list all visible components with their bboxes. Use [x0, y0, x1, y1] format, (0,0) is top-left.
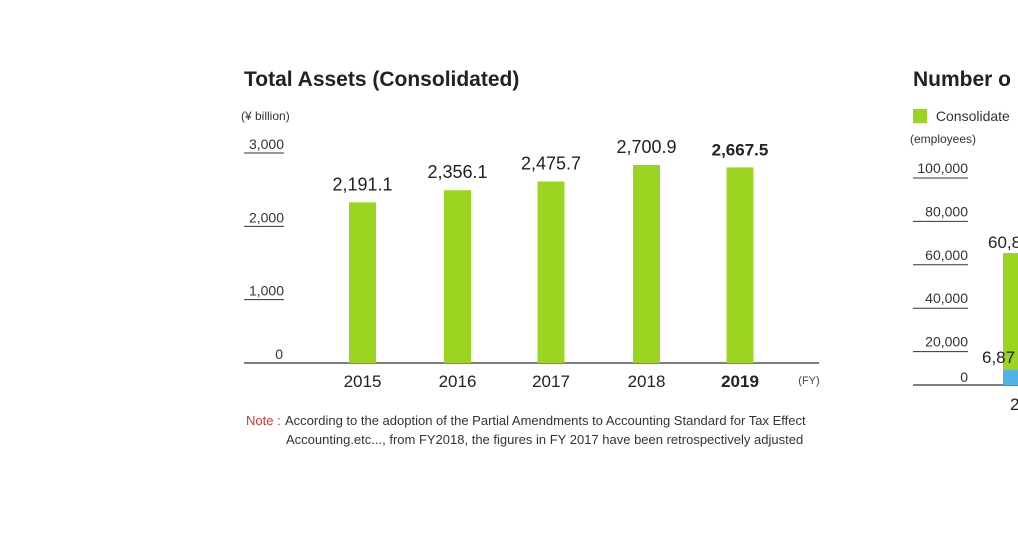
note: Note : According to the adoption of the … [246, 411, 816, 449]
x-tick-label-2019: 2019 [721, 372, 759, 391]
bar-2018 [633, 164, 660, 363]
data-label-2018: 2,700.9 [616, 137, 676, 157]
bar2-consolidated [1003, 253, 1018, 385]
x-tick-label-2016: 2016 [439, 372, 477, 391]
x-tick-label-2018: 2018 [628, 372, 666, 391]
y2-tick-label: 60,000 [925, 247, 968, 263]
y-tick-label: 2,000 [249, 209, 284, 225]
bar-2019 [726, 167, 754, 363]
x-tick-label-2017: 2017 [532, 372, 570, 391]
data-label2-secondary: 6,87 [982, 348, 1015, 367]
bar-2016 [444, 190, 471, 363]
legend-swatch [913, 109, 927, 123]
bar2-secondary [1003, 370, 1018, 385]
bar-2015 [349, 202, 376, 363]
y2-tick-label: 100,000 [917, 160, 968, 176]
y2-tick-label: 80,000 [925, 203, 968, 219]
y-tick-label: 0 [275, 346, 283, 362]
y-unit-label-2: (employees) [910, 132, 977, 146]
data-label2-consolidated: 60,8 [988, 233, 1018, 252]
legend: Consolidate [913, 108, 1010, 124]
note-label: Note : [246, 413, 281, 428]
data-label-2017: 2,475.7 [521, 153, 581, 173]
y-tick-label: 1,000 [249, 283, 284, 299]
legend-label: Consolidate [935, 108, 1010, 124]
chart-title: Total Assets (Consolidated) [244, 68, 520, 91]
data-label-2019: 2,667.5 [712, 140, 769, 159]
x-unit-label: (FY) [798, 375, 819, 387]
y2-tick-label: 40,000 [925, 290, 968, 306]
y2-tick-label: 20,000 [925, 334, 968, 350]
bar-2017 [537, 181, 565, 363]
chart-title-2: Number o [913, 68, 1012, 91]
x-tick-label-2015: 2015 [344, 372, 382, 391]
y-unit-label: (¥ billion) [241, 109, 290, 123]
note-text: According to the adoption of the Partial… [285, 413, 806, 447]
y-tick-label: 3,000 [249, 136, 284, 152]
x2-tick-label: 2 [1010, 395, 1018, 414]
y2-tick-label: 0 [960, 369, 968, 385]
data-label-2015: 2,191.1 [332, 174, 392, 194]
data-label-2016: 2,356.1 [427, 162, 487, 182]
